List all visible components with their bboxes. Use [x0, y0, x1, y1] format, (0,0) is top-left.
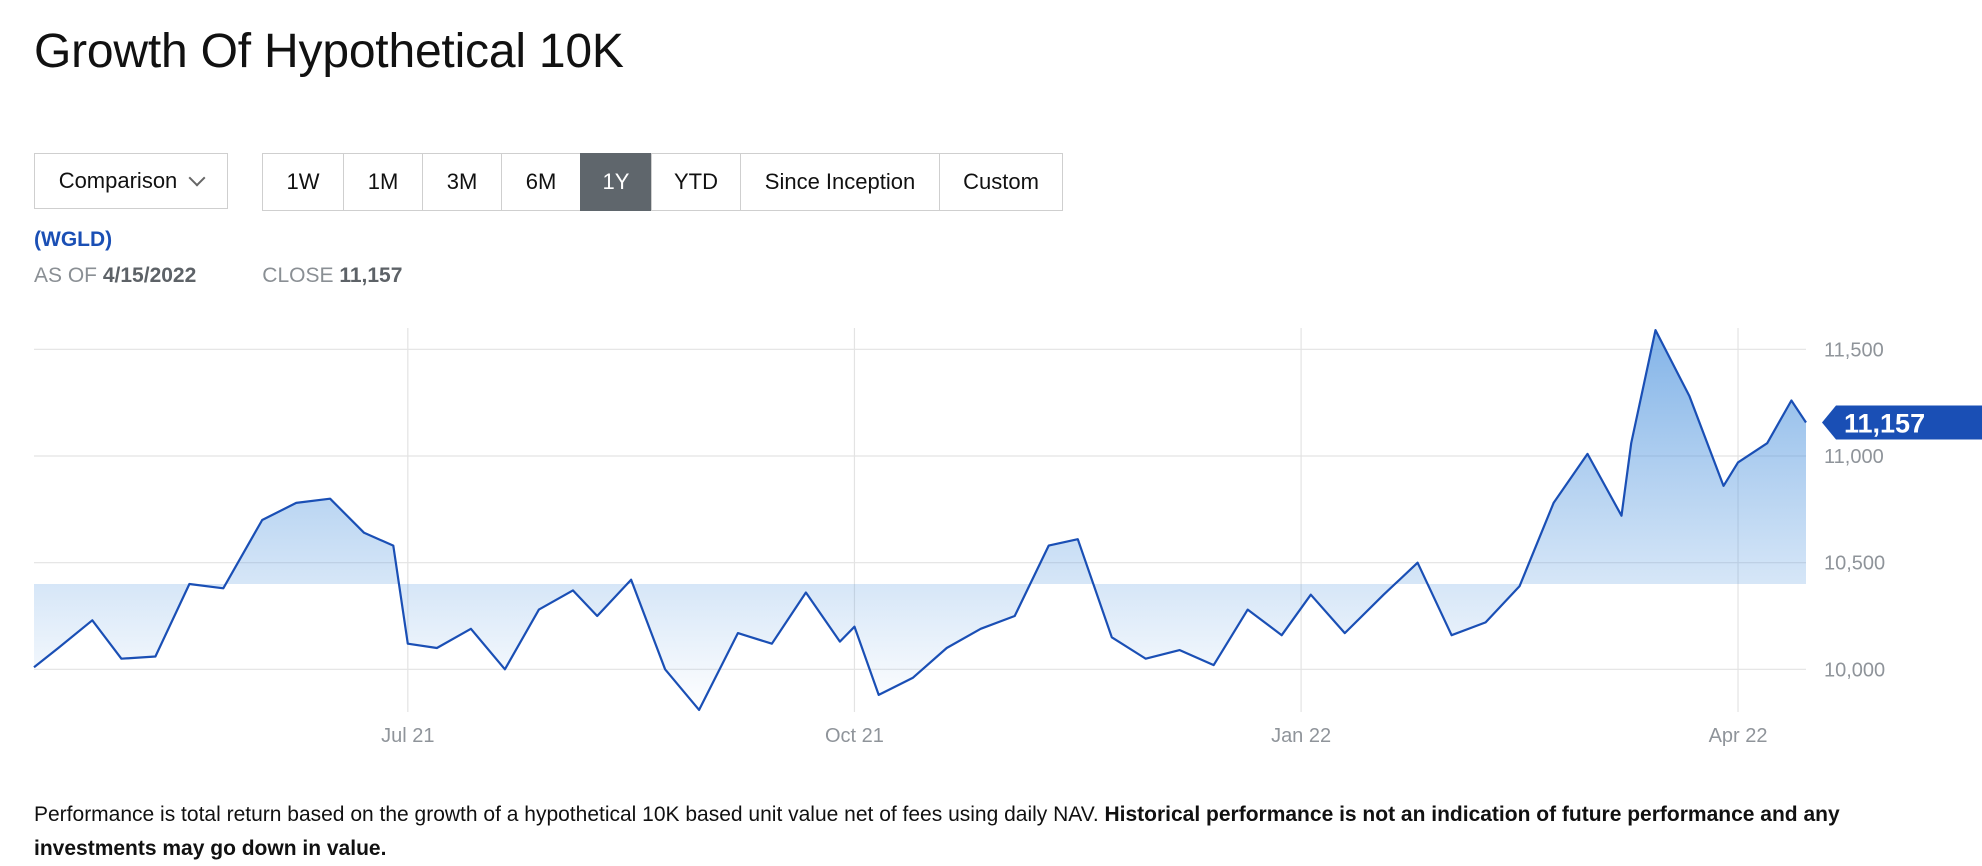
period-button-1m[interactable]: 1M	[343, 153, 423, 211]
close-label: CLOSE	[262, 264, 334, 287]
series-line	[33, 329, 1807, 711]
x-axis-tick-labels: Jul 21 Oct 21 Jan 22 Apr 22	[381, 725, 1767, 747]
page-title: Growth Of Hypothetical 10K	[34, 25, 624, 78]
as-of-label: AS OF	[34, 264, 98, 287]
as-of-date: 4/15/2022	[102, 264, 197, 287]
close-value: 11,157	[339, 264, 403, 287]
disclaimer-bold-text: Historical performance is not an indicat…	[34, 803, 1840, 860]
growth-chart: 10,000 10,500 11,000 11,500 Jul 21 Oct 21 Jan…	[33, 328, 1982, 747]
comparison-dropdown[interactable]: Comparison	[34, 153, 228, 209]
y-tick-label: 11,000	[1824, 446, 1884, 468]
y-tick-label: 11,500	[1824, 339, 1884, 361]
last-value-label: 11,157	[1844, 409, 1925, 439]
y-tick-label: 10,000	[1824, 659, 1885, 681]
performance-disclaimer: Performance is total return based on the…	[34, 798, 1954, 866]
comparison-dropdown-label: Comparison	[58, 168, 178, 193]
chart-controls: Comparison 1W 1M 3M 6M 1Y YTD Since Ince…	[34, 153, 1063, 211]
vertical-gridlines	[407, 328, 1739, 712]
period-button-3m[interactable]: 3M	[422, 153, 502, 211]
x-tick-label: Jan 22	[1271, 725, 1331, 747]
series-area-fill	[34, 330, 1806, 710]
period-button-since-inception[interactable]: Since Inception	[740, 153, 940, 211]
last-value-badge: 11,157	[1822, 405, 1982, 440]
y-tick-label: 10,500	[1824, 553, 1885, 575]
x-tick-label: Apr 22	[1709, 725, 1768, 747]
period-selector: 1W 1M 3M 6M 1Y YTD Since Inception Custo…	[262, 153, 1063, 211]
period-button-custom[interactable]: Custom	[939, 153, 1063, 211]
disclaimer-text: Performance is total return based on the…	[34, 803, 1099, 826]
x-tick-label: Oct 21	[825, 725, 884, 747]
x-tick-label: Jul 21	[381, 725, 434, 747]
y-axis-tick-labels: 10,000 10,500 11,000 11,500	[1824, 339, 1885, 681]
last-value-badge-bg	[1822, 405, 1982, 440]
price-summary: AS OF 4/15/2022 CLOSE 11,157	[34, 264, 402, 288]
fund-ticker: (WGLD)	[34, 228, 113, 251]
period-button-1y[interactable]: 1Y	[580, 153, 652, 211]
period-button-6m[interactable]: 6M	[501, 153, 581, 211]
